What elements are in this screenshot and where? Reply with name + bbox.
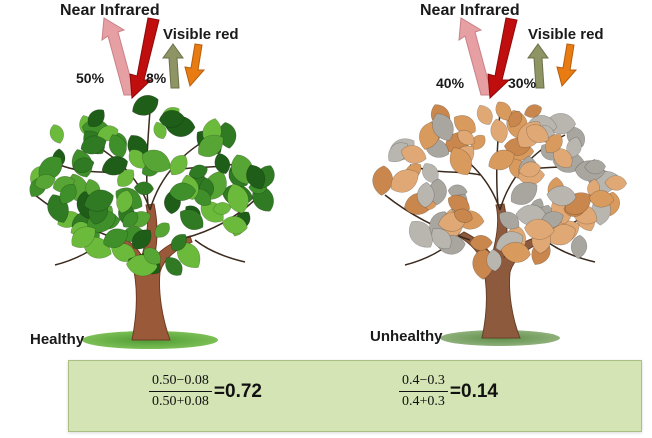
unhealthy-ndvi-formula: 0.4−0.3 0.4+0.3 =0.14: [399, 373, 498, 410]
leaf: [526, 124, 549, 143]
leaf: [476, 105, 493, 125]
unhealthy-leaves: [372, 101, 627, 280]
leaf: [103, 228, 129, 249]
leaf: [401, 145, 427, 164]
healthy-nir-reflected-arrow: [101, 17, 136, 96]
leaf: [176, 242, 201, 268]
healthy-red-incoming-arrow: [184, 43, 206, 88]
leaf: [154, 222, 170, 238]
leaf: [128, 149, 146, 169]
leaf: [447, 194, 470, 213]
leaf: [80, 135, 107, 155]
healthy-nir-pct: 50%: [76, 70, 105, 86]
unhealthy-ndvi-denominator: 0.4+0.3: [402, 394, 445, 409]
leaf: [59, 184, 77, 204]
leaf: [83, 189, 114, 212]
unhealthy-red-pct: 30%: [508, 75, 537, 91]
unhealthy-red-incoming-arrow: [556, 43, 578, 88]
healthy-nir-label: Near Infrared: [60, 2, 160, 19]
healthy-red-label: Visible red: [163, 26, 239, 43]
leaf: [214, 152, 231, 175]
leaf: [169, 155, 188, 176]
leaf: [432, 113, 454, 142]
unhealthy-status-label: Unhealthy: [370, 328, 443, 345]
leaf: [143, 247, 161, 265]
unhealthy-nir-label: Near Infrared: [420, 2, 520, 19]
leaf: [588, 190, 615, 208]
leaf: [546, 185, 577, 207]
healthy-red-reflected-arrow: [162, 43, 184, 89]
leaf: [524, 218, 555, 240]
unhealthy-red-reflected-arrow: [527, 43, 549, 89]
leaf: [408, 220, 433, 248]
healthy-nir-incoming-arrow: [129, 17, 160, 100]
unhealthy-nir-incoming-arrow: [487, 17, 518, 100]
healthy-leaves: [29, 95, 275, 277]
leaf: [490, 118, 508, 144]
leaf: [165, 257, 183, 276]
leaf: [198, 134, 224, 158]
leaf: [510, 182, 538, 205]
unhealthy-tree: [372, 101, 627, 346]
leaf: [453, 208, 473, 223]
unhealthy-ndvi-result: =0.14: [449, 380, 498, 402]
leaf: [170, 233, 187, 251]
leaf: [133, 181, 154, 196]
healthy-ndvi-result: =0.72: [213, 380, 262, 402]
leaf: [132, 95, 159, 116]
leaf: [153, 121, 167, 140]
leaf: [131, 229, 152, 250]
leaf: [566, 136, 582, 158]
leaf: [122, 211, 138, 228]
leaf: [499, 211, 520, 230]
leaf: [524, 104, 542, 118]
leaf: [604, 175, 627, 191]
healthy-ndvi-numerator: 0.50−0.08: [149, 373, 212, 392]
unhealthy-nir-pct: 40%: [436, 75, 465, 91]
healthy-status-label: Healthy: [30, 331, 85, 348]
leaf: [457, 129, 475, 146]
leaf: [117, 169, 135, 187]
leaf: [246, 164, 266, 190]
unhealthy-red-label: Visible red: [528, 26, 604, 43]
leaf: [545, 134, 563, 153]
healthy-red-pct: 8%: [146, 70, 167, 86]
leaf: [390, 169, 419, 193]
leaf: [469, 234, 493, 251]
healthy-tree: [29, 95, 275, 349]
leaf: [416, 181, 435, 208]
ndvi-formula-panel: 0.50−0.08 0.50+0.08 =0.72 0.4−0.3 0.4+0.…: [68, 360, 642, 432]
leaf: [158, 109, 186, 128]
leaf: [179, 209, 204, 231]
leaf: [169, 182, 197, 201]
leaf: [570, 234, 588, 259]
leaf: [488, 149, 515, 171]
leaf: [188, 164, 208, 179]
leaf: [449, 147, 472, 176]
healthy-ndvi-formula: 0.50−0.08 0.50+0.08 =0.72: [149, 373, 262, 410]
leaf: [116, 189, 133, 214]
leaf: [584, 159, 606, 175]
leaf: [518, 161, 542, 178]
leaf: [221, 215, 248, 235]
leaf: [508, 110, 523, 128]
diagram-scene: [29, 17, 627, 349]
leaf: [212, 202, 232, 215]
leaf: [486, 248, 502, 272]
leaf: [431, 228, 452, 250]
leaf: [34, 174, 56, 190]
leaf: [227, 183, 249, 214]
leaf: [49, 124, 65, 144]
leaf: [108, 134, 127, 158]
unhealthy-ndvi-numerator: 0.4−0.3: [399, 373, 448, 392]
leaf: [71, 226, 96, 248]
leaf: [372, 165, 393, 196]
leaf: [500, 242, 531, 263]
leaf: [87, 109, 105, 128]
leaf: [72, 157, 95, 174]
healthy-ndvi-denominator: 0.50+0.08: [152, 394, 209, 409]
